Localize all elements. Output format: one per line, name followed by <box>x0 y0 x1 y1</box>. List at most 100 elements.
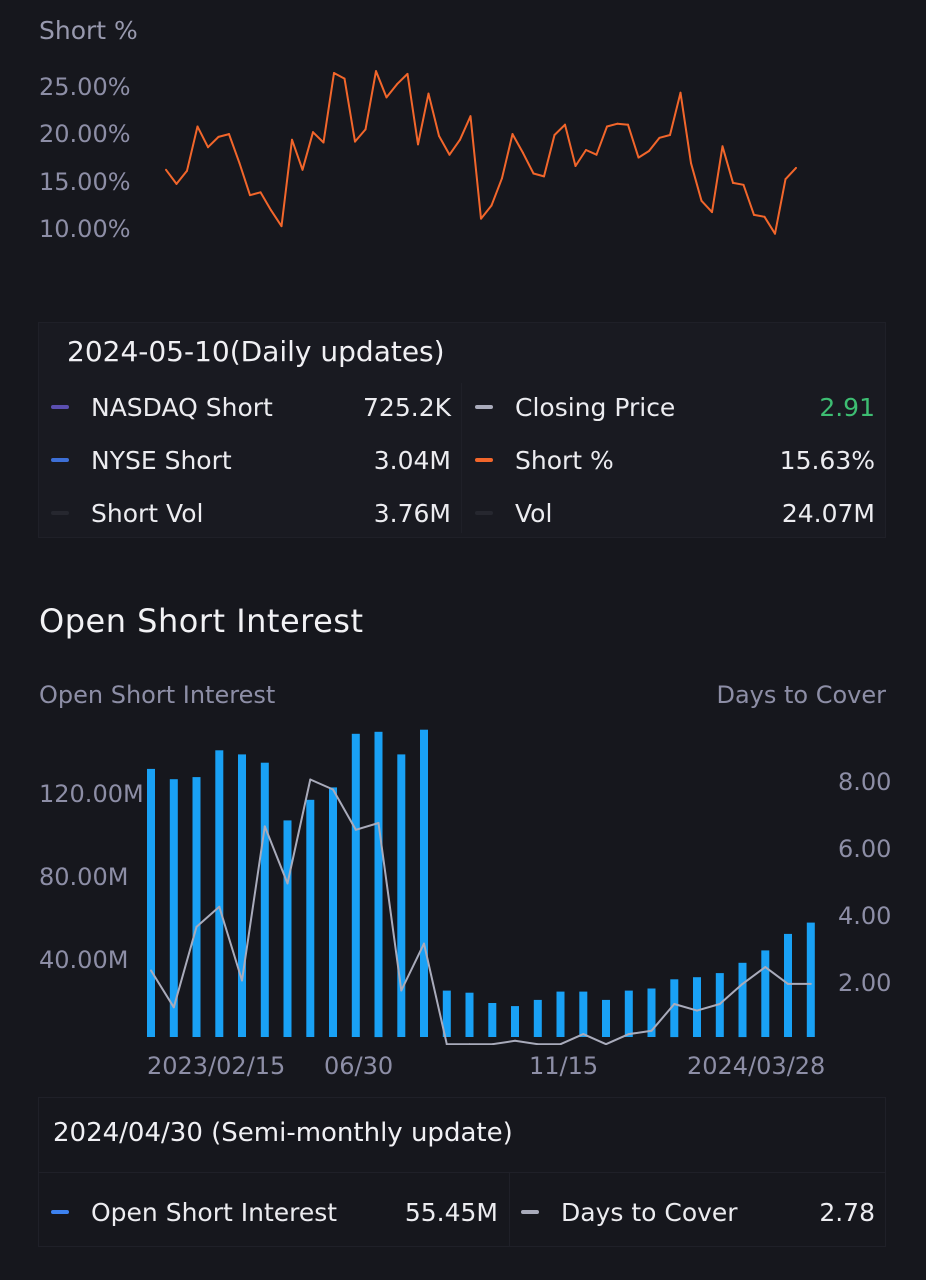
legend-short-percent[interactable]: Short % 15.63% <box>475 440 875 480</box>
short-percent-point <box>301 168 304 171</box>
legend-label: Short % <box>515 445 614 475</box>
open-short-interest-bar <box>283 820 292 1037</box>
legend-open-short-interest[interactable]: Open Short Interest 55.45M <box>51 1192 498 1232</box>
short-percent-line-chart[interactable] <box>0 0 926 300</box>
legend-value: 24.07M <box>781 498 875 528</box>
days-to-cover-point <box>582 1033 585 1036</box>
open-short-interest-chart[interactable] <box>0 700 926 1045</box>
short-percent-point <box>238 162 241 165</box>
short-percent-point <box>763 215 766 218</box>
short-percent-point <box>795 166 797 169</box>
open-short-interest-bar <box>806 922 815 1037</box>
days-to-cover-point <box>309 778 312 781</box>
left-y-tick: 80.00M <box>39 863 129 891</box>
days-to-cover-point <box>559 1043 562 1045</box>
section-title: Open Short Interest <box>39 602 364 640</box>
short-vol-swatch <box>51 511 69 515</box>
days-to-cover-point <box>514 1039 516 1042</box>
short-percent-point <box>312 131 314 134</box>
days-to-cover-point <box>445 1043 448 1045</box>
short-percent-point <box>585 149 587 152</box>
open-short-interest-bar <box>306 799 315 1037</box>
nyse-short-swatch <box>51 458 69 462</box>
open-short-interest-bar <box>329 787 337 1037</box>
days-to-cover-point <box>172 1006 175 1009</box>
card-divider <box>461 383 462 533</box>
open-short-interest-bar <box>761 950 770 1037</box>
days-to-cover-point <box>673 1003 676 1005</box>
open-short-interest-bar <box>465 992 474 1037</box>
semi-monthly-title: 2024/04/30 (Semi-monthly update) <box>53 1118 513 1148</box>
legend-label: Days to Cover <box>561 1197 738 1227</box>
days-to-cover-point <box>195 925 198 928</box>
daily-update-card: 2024-05-10(Daily updates) NASDAQ Short 7… <box>38 322 886 538</box>
days-to-cover-swatch <box>521 1210 539 1214</box>
days-to-cover-point <box>536 1043 539 1045</box>
days-to-cover-point <box>286 882 289 885</box>
right-y-tick: 4.00 <box>838 902 892 930</box>
legend-nasdaq-short[interactable]: NASDAQ Short 725.2K <box>51 387 451 427</box>
legend-days-to-cover[interactable]: Days to Cover 2.78 <box>521 1192 875 1232</box>
vol-swatch <box>475 511 493 515</box>
short-percent-point <box>427 92 430 95</box>
short-percent-point <box>322 141 325 144</box>
short-y-tick: 25.00% <box>39 73 131 101</box>
short-percent-point <box>658 136 661 139</box>
short-percent-point <box>480 217 482 220</box>
x-axis-label: 2024/03/28 <box>687 1052 826 1080</box>
short-percent-line <box>165 70 797 235</box>
legend-nyse-short[interactable]: NYSE Short 3.04M <box>51 440 451 480</box>
open-short-interest-bar <box>579 991 588 1037</box>
open-short-interest-bar <box>260 762 269 1037</box>
short-percent-point <box>196 125 199 128</box>
legend-label: NASDAQ Short <box>91 392 273 422</box>
days-to-cover-line <box>150 778 811 1045</box>
days-to-cover-point <box>241 979 243 982</box>
legend-label: Short Vol <box>91 498 204 528</box>
days-to-cover-point <box>332 788 334 791</box>
short-percent-point <box>186 169 188 172</box>
short-percent-point <box>228 133 230 136</box>
short-percent-point <box>343 77 346 80</box>
short-percent-point <box>333 71 335 74</box>
days-to-cover-point <box>764 966 767 969</box>
short-percent-point <box>469 115 472 118</box>
days-to-cover-point <box>627 1033 630 1036</box>
legend-vol[interactable]: Vol 24.07M <box>475 493 875 533</box>
open-short-interest-bar <box>169 779 178 1037</box>
right-y-tick: 2.00 <box>838 969 892 997</box>
short-percent-point <box>207 146 209 149</box>
card-divider <box>509 1172 510 1246</box>
legend-short-vol[interactable]: Short Vol 3.76M <box>51 493 451 533</box>
short-percent-point <box>291 138 293 141</box>
short-percent-point <box>406 72 409 75</box>
open-short-interest-bar <box>442 990 451 1037</box>
open-short-interest-bar <box>488 1003 497 1037</box>
x-axis-label: 2023/02/15 <box>147 1052 286 1080</box>
open-short-interest-bar <box>397 754 406 1037</box>
short-percent-point <box>354 140 356 143</box>
left-axis-title: Open Short Interest <box>39 681 276 709</box>
short-chart-title: Short % <box>39 16 138 45</box>
x-axis-label: 11/15 <box>529 1052 599 1080</box>
open-short-interest-bar <box>647 988 656 1037</box>
short-percent-point <box>165 168 167 171</box>
days-to-cover-point <box>400 989 403 992</box>
short-percent-point <box>249 194 251 197</box>
right-y-tick: 6.00 <box>838 835 892 863</box>
days-to-cover-point <box>377 822 380 824</box>
short-percent-point <box>270 209 272 212</box>
short-percent-point <box>595 153 598 156</box>
legend-value: 2.91 <box>819 392 875 422</box>
days-to-cover-point <box>809 982 812 985</box>
short-percent-point <box>396 83 398 86</box>
legend-label: Closing Price <box>515 392 676 422</box>
left-y-tick: 40.00M <box>39 946 129 974</box>
open-short-interest-bar <box>693 977 701 1037</box>
short-percent-point <box>606 125 608 128</box>
legend-closing-price[interactable]: Closing Price 2.91 <box>475 387 875 427</box>
short-percent-point <box>417 143 419 146</box>
open-short-interest-swatch <box>51 1210 69 1214</box>
open-short-interest-bar <box>602 999 610 1037</box>
short-percent-point <box>490 204 493 207</box>
